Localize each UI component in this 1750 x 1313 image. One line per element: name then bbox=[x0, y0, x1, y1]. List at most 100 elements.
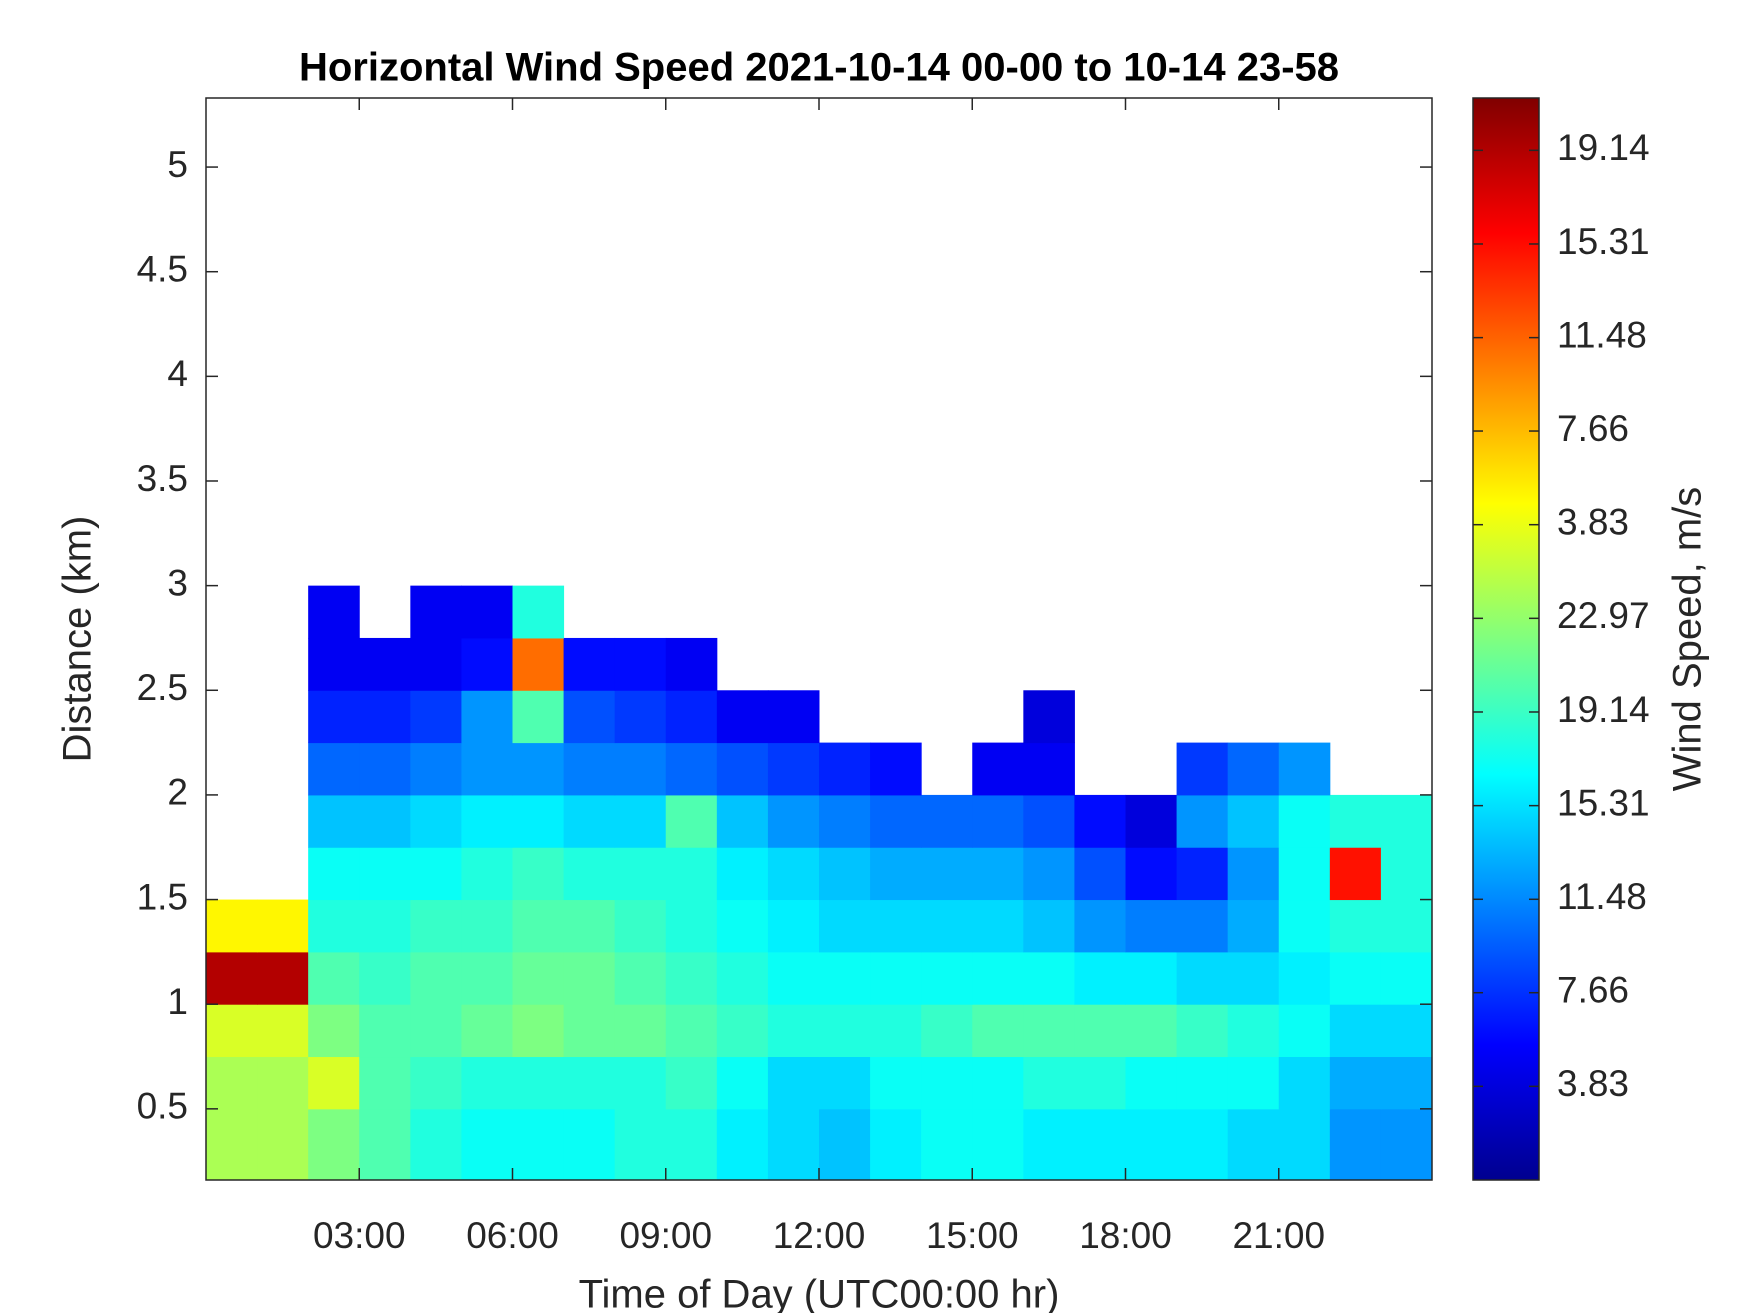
heatmap-cell bbox=[716, 847, 769, 901]
heatmap-cell bbox=[1278, 847, 1331, 901]
y-tick-label: 1 bbox=[167, 981, 188, 1022]
heatmap-cell bbox=[870, 1108, 922, 1181]
heatmap-cell bbox=[563, 794, 616, 848]
heatmap-cell bbox=[972, 1004, 1024, 1058]
y-tick-label: 0.5 bbox=[137, 1086, 188, 1127]
heatmap-cell bbox=[1227, 1056, 1280, 1110]
heatmap-cell bbox=[206, 899, 258, 953]
colorbar-tick-label: 19.14 bbox=[1557, 127, 1650, 168]
heatmap-cell bbox=[461, 847, 513, 901]
y-tick-label: 1.5 bbox=[137, 876, 188, 917]
heatmap-cell bbox=[1023, 951, 1075, 1005]
heatmap-cell bbox=[1023, 847, 1075, 901]
heatmap-cell bbox=[410, 585, 462, 639]
chart-title: Horizontal Wind Speed 2021-10-14 00-00 t… bbox=[299, 46, 1339, 90]
heatmap-cell bbox=[1074, 847, 1126, 901]
heatmap-cell bbox=[614, 1108, 667, 1181]
heatmap-cell bbox=[1227, 1004, 1280, 1058]
heatmap-cell bbox=[1278, 794, 1331, 848]
heatmap-cell bbox=[1380, 899, 1433, 953]
colorbar bbox=[1472, 97, 1540, 1181]
heatmap-cell bbox=[410, 637, 462, 691]
heatmap-cell bbox=[359, 951, 411, 1005]
heatmap-cell bbox=[921, 847, 973, 901]
heatmap-cell bbox=[1176, 742, 1229, 796]
heatmap-cell bbox=[819, 951, 871, 1005]
heatmap-cell bbox=[1329, 794, 1382, 848]
heatmap-cell bbox=[461, 1004, 513, 1058]
heatmap-cell bbox=[921, 951, 973, 1005]
heatmap-cell bbox=[512, 847, 565, 901]
y-tick-label: 4 bbox=[167, 353, 188, 394]
heatmap-cell bbox=[1278, 951, 1331, 1005]
colorbar-tick-label: 3.83 bbox=[1557, 1063, 1629, 1104]
heatmap-cell bbox=[1125, 847, 1178, 901]
x-axis-label: Time of Day (UTC00:00 hr) bbox=[579, 1273, 1060, 1313]
heatmap-cell bbox=[870, 847, 922, 901]
heatmap-cell bbox=[767, 690, 820, 744]
heatmap-cell bbox=[206, 1108, 258, 1181]
colorbar-tick-label: 15.31 bbox=[1557, 782, 1650, 823]
heatmap-cell bbox=[665, 742, 718, 796]
heatmap-cell bbox=[716, 1108, 769, 1181]
heatmap-cell bbox=[257, 1056, 309, 1110]
heatmap-cell bbox=[1125, 951, 1178, 1005]
heatmap-cell bbox=[870, 1056, 922, 1110]
heatmap-cell bbox=[870, 1004, 922, 1058]
heatmap-cell bbox=[257, 1108, 309, 1181]
heatmap-cell bbox=[461, 585, 513, 639]
heatmap-cell bbox=[665, 847, 718, 901]
heatmap-cell bbox=[359, 690, 411, 744]
heatmap-cell bbox=[1380, 1056, 1433, 1110]
heatmap-cell bbox=[1329, 1108, 1382, 1181]
heatmap-cell bbox=[870, 951, 922, 1005]
heatmap-cell bbox=[512, 899, 565, 953]
heatmap-cell bbox=[870, 794, 922, 848]
heatmap-cell bbox=[819, 899, 871, 953]
heatmap-cell bbox=[1329, 899, 1382, 953]
heatmap-cell bbox=[410, 690, 462, 744]
heatmap-cell bbox=[461, 1056, 513, 1110]
heatmap-cell bbox=[767, 742, 820, 796]
heatmap-cell bbox=[563, 1056, 616, 1110]
colorbar-tick-label: 19.14 bbox=[1557, 689, 1650, 730]
heatmap-cell bbox=[1074, 1056, 1126, 1110]
heatmap-cell bbox=[1176, 847, 1229, 901]
heatmap-cell bbox=[767, 899, 820, 953]
heatmap-cell bbox=[1125, 899, 1178, 953]
heatmap-cell bbox=[563, 1108, 616, 1181]
heatmap-cell bbox=[1176, 1004, 1229, 1058]
heatmap-cell bbox=[512, 690, 565, 744]
heatmap-cell bbox=[410, 1056, 462, 1110]
heatmap-cell bbox=[972, 742, 1024, 796]
heatmap-cell bbox=[1380, 1108, 1433, 1181]
heatmap-cell bbox=[257, 899, 309, 953]
heatmap-cell bbox=[359, 1108, 411, 1181]
heatmap-cell bbox=[665, 899, 718, 953]
heatmap-cell bbox=[614, 1056, 667, 1110]
heatmap-cell bbox=[1074, 1108, 1126, 1181]
heatmap-cell bbox=[512, 1108, 565, 1181]
heatmap-cell bbox=[1227, 847, 1280, 901]
heatmap-cell bbox=[461, 951, 513, 1005]
heatmap-cell bbox=[308, 847, 360, 901]
heatmap-cell bbox=[870, 899, 922, 953]
heatmap-cell bbox=[1329, 847, 1382, 901]
heatmap-cell bbox=[665, 1004, 718, 1058]
heatmap-cell bbox=[359, 1004, 411, 1058]
heatmap-cell bbox=[563, 951, 616, 1005]
heatmap-cell bbox=[257, 951, 309, 1005]
heatmap-cell bbox=[1023, 742, 1075, 796]
heatmap-cell bbox=[512, 742, 565, 796]
colorbar-tick-label: 7.66 bbox=[1557, 408, 1629, 449]
heatmap-cell bbox=[716, 794, 769, 848]
colorbar-tick-label: 7.66 bbox=[1557, 969, 1629, 1010]
heatmap-cell bbox=[921, 899, 973, 953]
heatmap-cell bbox=[1329, 1056, 1382, 1110]
heatmap-cell bbox=[819, 1108, 871, 1181]
heatmap-cell bbox=[1125, 794, 1178, 848]
colorbar-tick-label: 15.31 bbox=[1557, 221, 1650, 262]
heatmap-cell bbox=[308, 1004, 360, 1058]
heatmap-cell bbox=[767, 1056, 820, 1110]
